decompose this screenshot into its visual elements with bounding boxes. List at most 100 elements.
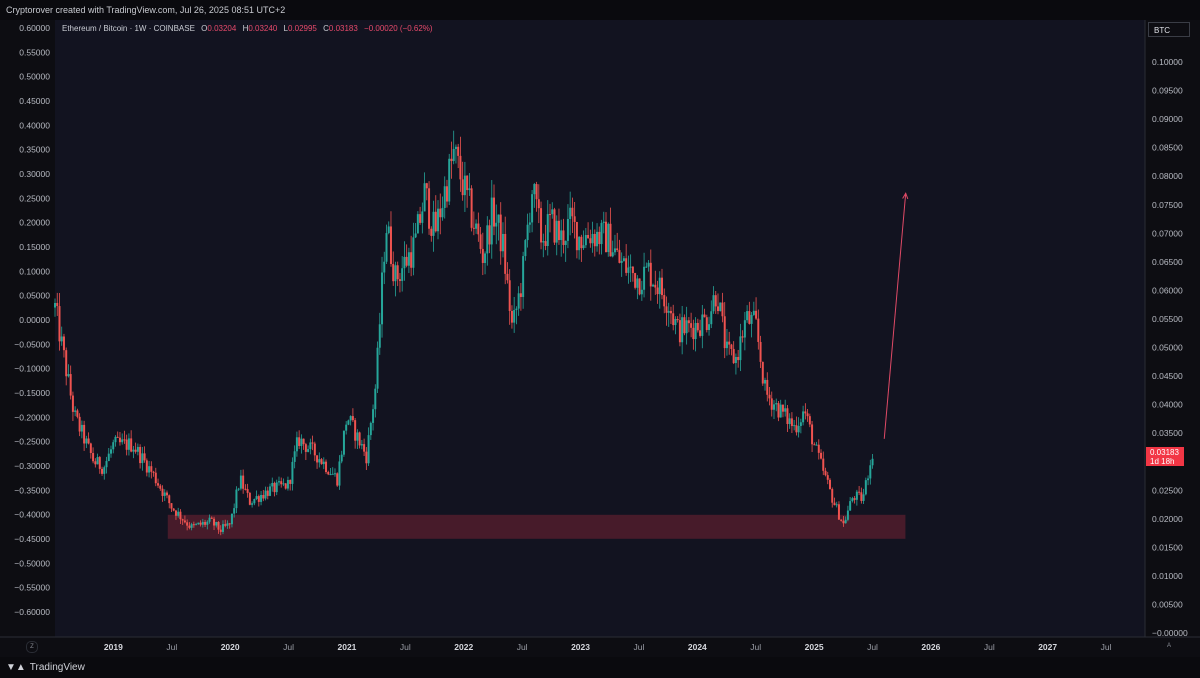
candle-body (318, 459, 321, 463)
candle-body (804, 411, 807, 414)
candle-body (69, 374, 72, 396)
right-axis-tick: 0.06000 (1152, 285, 1183, 295)
candle-body (136, 446, 139, 452)
candle-body (183, 520, 186, 523)
candle-body (510, 310, 513, 323)
legend-close-label: C (323, 24, 329, 33)
candle-body (277, 481, 280, 483)
candle-body (195, 524, 198, 526)
candle-body (477, 223, 480, 235)
candle-body (302, 438, 305, 445)
candle-body (262, 494, 265, 499)
candle-body (392, 263, 395, 282)
x-axis-tick: Jul (1101, 642, 1112, 652)
left-axis-tick: −0.40000 (14, 510, 50, 520)
candle-body (333, 473, 336, 475)
candle-body (154, 472, 157, 484)
candle-body (578, 236, 581, 251)
candle-body (658, 277, 661, 295)
candle-body (544, 241, 547, 247)
candle-body (546, 214, 549, 247)
candle-body (143, 453, 146, 461)
candle-body (535, 184, 538, 200)
candle-body (828, 479, 831, 490)
projection-arrow-head (902, 192, 909, 200)
right-axis-tick: 0.08500 (1152, 143, 1183, 153)
candle-body (89, 443, 92, 454)
left-axis-tick: 0.05000 (19, 291, 50, 301)
currency-label[interactable]: BTC (1148, 22, 1190, 37)
candle-body (613, 248, 616, 253)
candle-body (159, 485, 162, 489)
candle-body (584, 234, 587, 246)
candle-body (840, 519, 843, 521)
candle-body (454, 146, 457, 149)
candle-body (622, 258, 625, 261)
candle-body (667, 310, 670, 313)
candle-body (748, 311, 751, 324)
candle-body (591, 233, 594, 244)
left-axis-tick: −0.10000 (14, 364, 50, 374)
candle-body (233, 508, 236, 514)
candle-body (772, 404, 775, 410)
candle-body (239, 475, 242, 489)
auto-scale-button[interactable]: A (1166, 643, 1171, 649)
candle-body (383, 261, 386, 273)
candle-body (634, 273, 637, 288)
candle-body (779, 404, 782, 418)
left-axis-tick: 0.50000 (19, 72, 50, 82)
candle-body (387, 226, 390, 234)
candle-body (109, 449, 112, 454)
candle-body (197, 522, 200, 525)
candle-body (694, 322, 697, 340)
x-axis-tick: Jul (633, 642, 644, 652)
right-axis-tick: 0.04000 (1152, 400, 1183, 410)
candle-body (101, 468, 104, 474)
candle-body (842, 520, 845, 524)
candle-body (699, 330, 702, 336)
candle-body (768, 394, 771, 399)
candle-body (56, 302, 59, 307)
candle-body (430, 228, 433, 236)
candle-body (596, 231, 599, 247)
candle-body (732, 348, 735, 364)
candle-body (466, 175, 469, 191)
candle-body (468, 188, 471, 191)
candle-body (316, 455, 319, 463)
candle-body (524, 240, 527, 257)
price-chart[interactable]: 0.60000 0.55000 0.50000 0.45000 0.40000 0.350… (0, 20, 1200, 657)
candle-body (376, 347, 379, 389)
candle-body (793, 425, 796, 427)
candle-body (374, 388, 377, 410)
candle-body (790, 418, 793, 427)
candle-body (712, 295, 715, 312)
candle-body (640, 289, 643, 295)
candle-body (777, 403, 780, 418)
zoom-button[interactable]: Z (26, 641, 38, 653)
candle-body (643, 266, 646, 290)
candle-body (269, 486, 272, 496)
x-axis-tick: Jul (867, 642, 878, 652)
candle-body (752, 310, 755, 315)
candle-body (472, 227, 475, 229)
candle-body (669, 310, 672, 314)
legend-high-label: H (242, 24, 249, 33)
candle-body (385, 233, 388, 262)
candle-body (607, 223, 610, 253)
candle-body (495, 222, 498, 227)
left-axis-tick: −0.50000 (14, 558, 50, 568)
candle-body (770, 398, 773, 410)
candle-body (76, 410, 79, 417)
candle-body (304, 444, 307, 452)
candle-body (517, 293, 520, 309)
candle-body (282, 483, 285, 485)
candle-body (475, 223, 478, 229)
candle-body (118, 437, 121, 443)
candle-body (660, 277, 663, 296)
x-axis-tick: Jul (517, 642, 528, 652)
candle-body (257, 496, 260, 502)
candle-body (656, 287, 659, 295)
candle-body (609, 223, 612, 257)
candle-body (284, 483, 287, 489)
candle-body (784, 408, 787, 412)
